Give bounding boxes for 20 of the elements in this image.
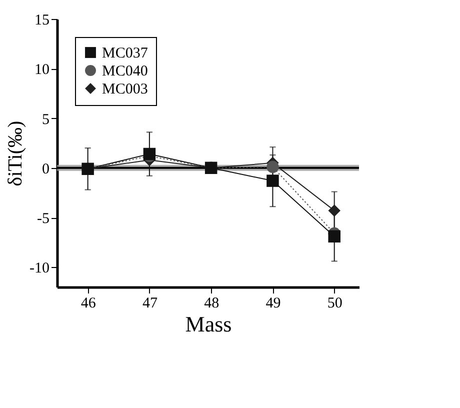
x-tick-label: 50 (327, 296, 342, 312)
y-tick-label: -5 (37, 211, 50, 228)
y-tick-label: 5 (42, 112, 50, 128)
y-axis-title: δiTi(‰) (4, 120, 27, 186)
y-tick-label: 15 (34, 12, 50, 28)
y-tick-label: 10 (34, 62, 50, 78)
x-tick-label: 48 (204, 296, 220, 312)
y-tick-label: -10 (30, 260, 50, 277)
point (328, 230, 340, 242)
x-tick-label: 47 (142, 296, 158, 312)
point (266, 160, 279, 174)
point (266, 174, 279, 187)
legend-label: MC040 (102, 64, 148, 80)
y-tick-label: 0 (42, 161, 50, 178)
point (328, 204, 340, 217)
x-axis-title: Mass (185, 312, 232, 336)
x-tick-label: 49 (266, 296, 281, 312)
x-tick-label: 46 (80, 296, 96, 312)
legend-label: MC037 (102, 46, 148, 62)
legend-label: MC003 (102, 82, 148, 98)
